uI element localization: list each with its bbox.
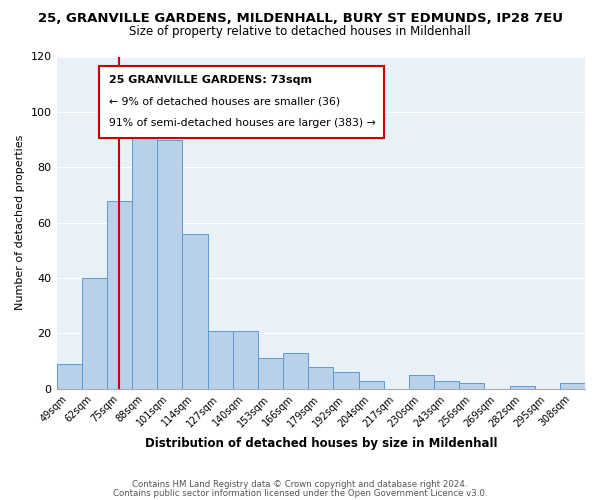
Bar xyxy=(308,366,334,389)
Bar xyxy=(459,384,484,389)
Y-axis label: Number of detached properties: Number of detached properties xyxy=(15,135,25,310)
Text: 25 GRANVILLE GARDENS: 73sqm: 25 GRANVILLE GARDENS: 73sqm xyxy=(109,75,313,85)
Bar xyxy=(157,140,182,389)
Bar xyxy=(434,380,459,389)
Bar xyxy=(359,380,383,389)
Bar xyxy=(409,375,434,389)
Bar xyxy=(56,364,82,389)
Bar xyxy=(509,386,535,389)
FancyBboxPatch shape xyxy=(99,66,384,138)
Bar xyxy=(132,132,157,389)
Text: ← 9% of detached houses are smaller (36): ← 9% of detached houses are smaller (36) xyxy=(109,96,341,106)
Bar xyxy=(283,353,308,389)
Bar xyxy=(107,200,132,389)
Bar xyxy=(182,234,208,389)
Bar xyxy=(208,330,233,389)
Bar xyxy=(233,330,258,389)
Text: Contains public sector information licensed under the Open Government Licence v3: Contains public sector information licen… xyxy=(113,488,487,498)
Text: Contains HM Land Registry data © Crown copyright and database right 2024.: Contains HM Land Registry data © Crown c… xyxy=(132,480,468,489)
Bar xyxy=(334,372,359,389)
Text: 91% of semi-detached houses are larger (383) →: 91% of semi-detached houses are larger (… xyxy=(109,118,376,128)
Text: 25, GRANVILLE GARDENS, MILDENHALL, BURY ST EDMUNDS, IP28 7EU: 25, GRANVILLE GARDENS, MILDENHALL, BURY … xyxy=(37,12,563,26)
X-axis label: Distribution of detached houses by size in Mildenhall: Distribution of detached houses by size … xyxy=(145,437,497,450)
Bar xyxy=(560,384,585,389)
Bar xyxy=(258,358,283,389)
Bar xyxy=(82,278,107,389)
Text: Size of property relative to detached houses in Mildenhall: Size of property relative to detached ho… xyxy=(129,25,471,38)
